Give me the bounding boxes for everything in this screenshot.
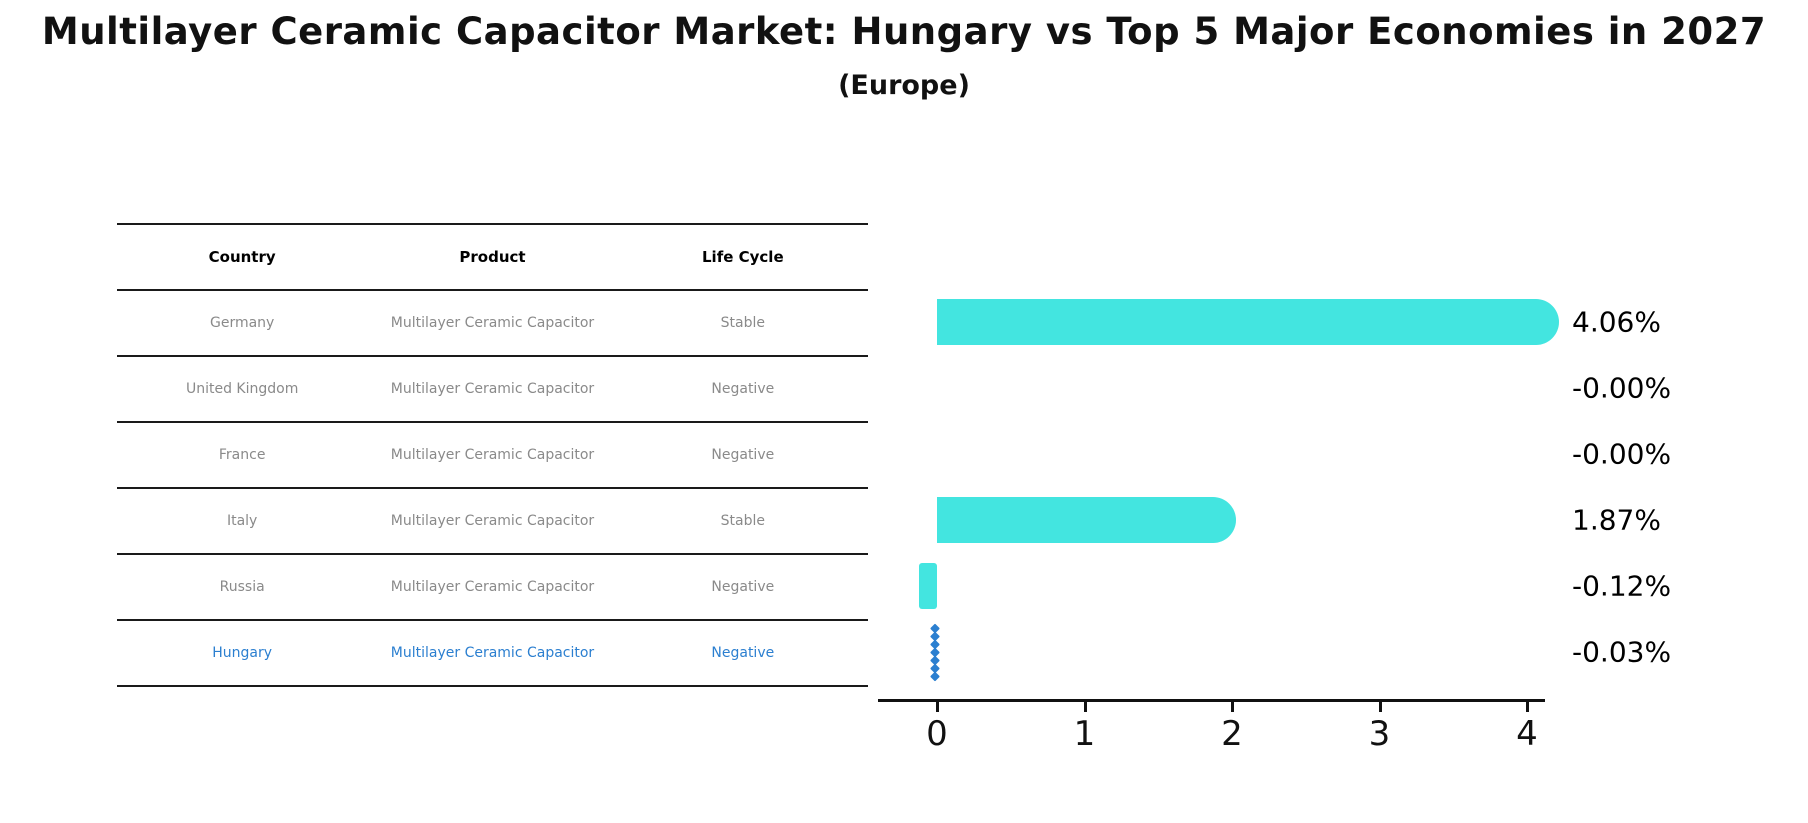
value-label: 4.06% bbox=[1572, 305, 1661, 339]
cell-product: Multilayer Ceramic Capacitor bbox=[390, 315, 595, 331]
cell-life-cycle: Stable bbox=[720, 315, 765, 331]
x-axis-tick bbox=[936, 702, 939, 712]
cell-life-cycle: Negative bbox=[711, 645, 775, 661]
bar-russia bbox=[919, 563, 937, 609]
cell-life-cycle: Negative bbox=[711, 447, 775, 463]
cell-product: Multilayer Ceramic Capacitor bbox=[390, 447, 595, 463]
value-label: -0.00% bbox=[1572, 437, 1672, 471]
x-axis-tick bbox=[1378, 702, 1382, 712]
comparison-table: Country Product Life Cycle Germany Multi… bbox=[117, 223, 868, 687]
cell-country: Russia bbox=[219, 579, 265, 595]
table-row: Germany Multilayer Ceramic Capacitor Sta… bbox=[117, 289, 868, 355]
value-label: -0.12% bbox=[1572, 569, 1672, 603]
bar-italy bbox=[937, 497, 1236, 543]
x-axis-tick-label: 1 bbox=[1073, 714, 1096, 754]
marker-diamond-dot bbox=[930, 671, 940, 681]
x-axis-tick-label: 4 bbox=[1516, 714, 1538, 754]
chart-title: Multilayer Ceramic Capacitor Market: Hun… bbox=[41, 10, 1767, 53]
column-header-life-cycle: Life Cycle bbox=[702, 248, 784, 266]
value-label: -0.00% bbox=[1572, 371, 1672, 405]
x-axis-tick bbox=[1231, 702, 1234, 712]
cell-product: Multilayer Ceramic Capacitor bbox=[390, 513, 595, 529]
value-label: 1.87% bbox=[1572, 503, 1661, 537]
column-header-product: Product bbox=[459, 248, 526, 266]
cell-life-cycle: Stable bbox=[720, 513, 765, 529]
table-row: Russia Multilayer Ceramic Capacitor Nega… bbox=[117, 553, 868, 619]
chart-subtitle: (Europe) bbox=[838, 70, 970, 101]
table-row: Italy Multilayer Ceramic Capacitor Stabl… bbox=[117, 487, 868, 553]
cell-country: France bbox=[218, 447, 266, 463]
table-row-hungary: Hungary Multilayer Ceramic Capacitor Neg… bbox=[117, 619, 868, 687]
cell-product: Multilayer Ceramic Capacitor bbox=[390, 645, 595, 661]
bar-germany bbox=[937, 299, 1559, 345]
column-header-country: Country bbox=[208, 248, 276, 266]
cell-country: United Kingdom bbox=[185, 381, 299, 397]
x-axis-tick bbox=[1526, 702, 1529, 712]
cell-life-cycle: Negative bbox=[711, 381, 775, 397]
hungary-marker-icon bbox=[930, 623, 940, 681]
cell-product: Multilayer Ceramic Capacitor bbox=[390, 381, 595, 397]
x-axis-tick-label: 2 bbox=[1221, 714, 1243, 754]
x-axis-tick-label: 3 bbox=[1368, 714, 1391, 754]
x-axis-line bbox=[878, 699, 1545, 702]
table-row: United Kingdom Multilayer Ceramic Capaci… bbox=[117, 355, 868, 421]
x-axis-tick bbox=[1083, 702, 1087, 712]
table-header-row: Country Product Life Cycle bbox=[117, 223, 868, 289]
value-label: -0.03% bbox=[1572, 635, 1672, 669]
cell-country: Hungary bbox=[212, 645, 273, 661]
table-row: France Multilayer Ceramic Capacitor Nega… bbox=[117, 421, 868, 487]
cell-product: Multilayer Ceramic Capacitor bbox=[390, 579, 595, 595]
x-axis-tick-label: 0 bbox=[926, 714, 948, 754]
cell-life-cycle: Negative bbox=[711, 579, 775, 595]
cell-country: Germany bbox=[209, 315, 275, 331]
cell-country: Italy bbox=[226, 513, 258, 529]
